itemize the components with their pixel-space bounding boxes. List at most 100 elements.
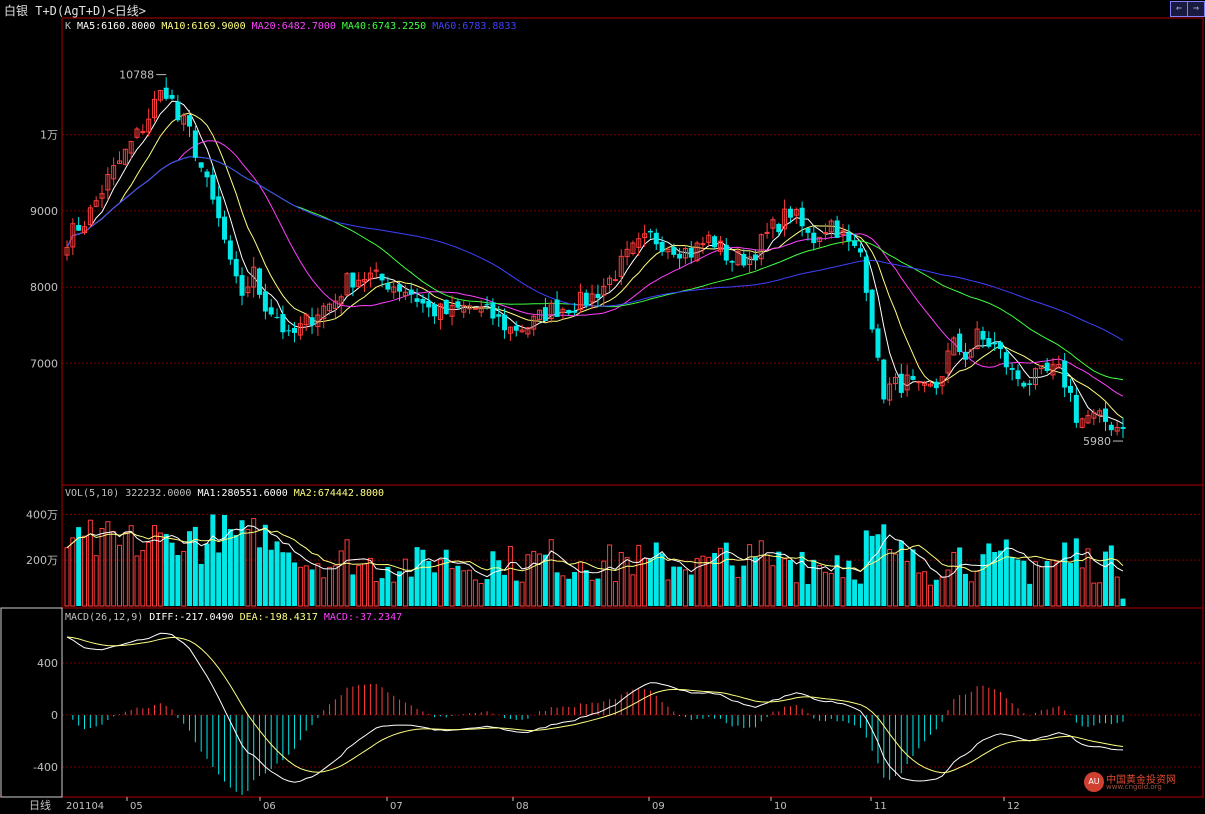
volume-bar: [548, 539, 554, 607]
volume-bar: [484, 579, 490, 606]
candle-body: [1097, 410, 1103, 416]
candle-body: [292, 327, 298, 333]
candle-body: [222, 216, 228, 240]
month-tick-label: 07: [390, 801, 403, 812]
volume-bars: [64, 514, 1126, 607]
candle-body: [636, 238, 642, 248]
candle-body: [245, 286, 251, 294]
legend-vol-ma1: MA1:280551.6000: [197, 488, 288, 499]
candle-body: [513, 325, 519, 331]
volume-bar: [671, 566, 677, 606]
volume-bar: [857, 583, 863, 606]
candle-body: [677, 253, 683, 259]
candle-body: [64, 246, 70, 256]
candle-body: [379, 273, 385, 281]
volume-bar: [589, 579, 595, 607]
candle-body: [822, 232, 828, 235]
volume-bar: [706, 556, 712, 607]
candle-body: [793, 208, 799, 216]
candle-body: [828, 220, 834, 233]
volume-bar: [385, 566, 391, 606]
candle-body: [449, 304, 455, 317]
volume-bar: [1038, 566, 1044, 607]
volume-bar: [163, 533, 169, 606]
candle-body: [152, 98, 158, 119]
candle-body: [1062, 360, 1068, 388]
candle-body: [612, 279, 618, 282]
candle-body: [577, 291, 583, 310]
candle-body: [455, 301, 461, 308]
volume-bar: [222, 514, 228, 606]
candle-body: [76, 224, 82, 231]
ma20-line: [66, 140, 1124, 397]
volume-bar: [402, 558, 408, 607]
candle-body: [373, 269, 379, 272]
candle-body: [717, 240, 723, 252]
candle-body: [747, 256, 753, 266]
macd-tick-label: 400: [37, 657, 58, 670]
candle-body: [216, 196, 222, 219]
volume-bar: [397, 571, 403, 606]
candle-body: [1038, 365, 1044, 370]
candle-body: [583, 292, 589, 306]
volume-legend: VOL(5,10) 322232.0000 MA1:280551.6000 MA2:…: [65, 488, 390, 499]
volume-bar: [338, 550, 344, 607]
volume-bar: [292, 562, 298, 606]
volume-bar: [805, 583, 811, 606]
candle-body: [968, 349, 974, 358]
volume-bar: [572, 572, 578, 606]
volume-bar: [443, 549, 449, 606]
volume-bar: [309, 569, 315, 606]
volume-bar: [187, 531, 193, 606]
candle-body: [338, 296, 344, 305]
candle-body: [624, 248, 630, 258]
volume-tick-label: 400万: [26, 508, 58, 521]
candle-body: [327, 303, 333, 312]
volume-bar: [525, 554, 531, 607]
volume-bar: [245, 528, 251, 607]
axis-labels: 7000 8000 9000 1万 200万 400万 -400 0 400 日线 201104 05…: [26, 69, 1123, 812]
volume-bar: [239, 520, 245, 606]
volume-bar: [677, 566, 683, 606]
candle-body: [811, 232, 817, 244]
volume-bar: [117, 544, 123, 607]
volume-bar: [601, 560, 607, 607]
volume-bar: [531, 550, 537, 607]
volume-bar: [752, 557, 758, 606]
candle-body: [980, 330, 986, 340]
volume-bar: [105, 521, 111, 607]
volume-bar: [986, 543, 992, 606]
volume-bar: [1032, 561, 1038, 607]
candle-body: [227, 240, 233, 260]
candle-body: [70, 223, 76, 248]
candle-body: [146, 118, 152, 133]
volume-bar: [770, 565, 776, 607]
volume-bar: [554, 572, 560, 606]
candle-body: [857, 248, 863, 253]
volume-bar: [653, 542, 659, 606]
ma5-line: [66, 100, 1124, 425]
candle-body: [175, 101, 181, 121]
volume-bar: [898, 540, 904, 606]
volume-bar: [1091, 582, 1097, 607]
volume-bar: [157, 532, 163, 607]
volume-bar: [350, 574, 356, 606]
macd-selected-frame: [0, 607, 63, 798]
volume-bar: [490, 551, 496, 606]
candle-body: [758, 234, 764, 260]
candle-body: [589, 293, 595, 303]
candle-body: [519, 329, 525, 333]
candle-body: [321, 305, 327, 320]
candle-body: [268, 307, 274, 315]
volume-bar: [420, 549, 426, 606]
candle-body: [525, 327, 531, 335]
candle-body: [461, 305, 467, 313]
candle-body: [817, 236, 823, 242]
candle-body: [1044, 362, 1050, 371]
candle-body: [391, 286, 397, 293]
price-legend: K MA5:6160.8000 MA10:6169.9000 MA20:6482.70…: [65, 21, 523, 32]
volume-bar: [356, 565, 362, 607]
volume-bar: [945, 569, 951, 607]
volume-bar: [881, 524, 887, 606]
